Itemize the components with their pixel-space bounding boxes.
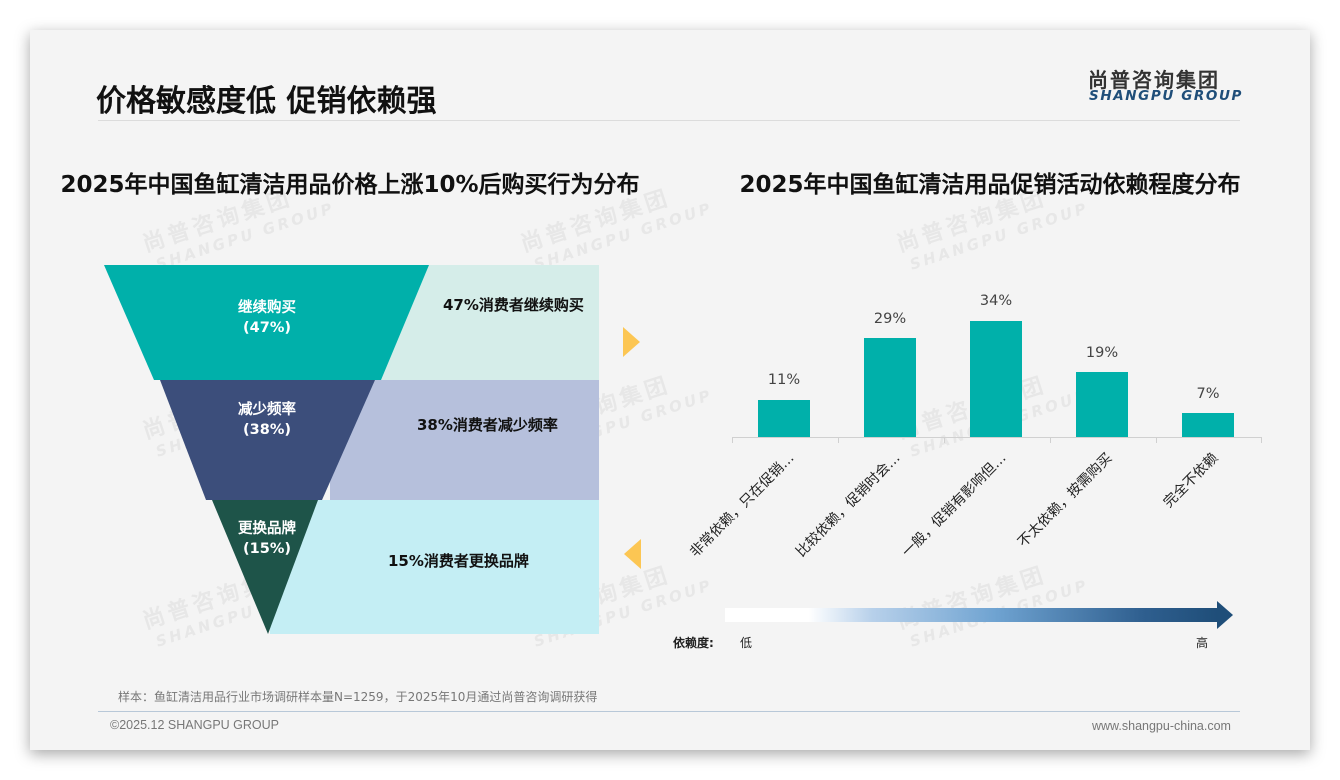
funnel-label-continue: 继续购买 (47%) <box>238 300 296 336</box>
axis-tick <box>732 437 733 443</box>
funnel-segment-reduce <box>160 380 375 500</box>
header-divider <box>98 120 1240 121</box>
bar-very-dependent <box>758 400 810 437</box>
axis-tick <box>1261 437 1262 443</box>
bar-x-axis <box>732 437 1262 438</box>
bar-category-label: 比较依赖，促销时会… <box>793 450 904 561</box>
header-band <box>30 30 1310 120</box>
funnel-label-reduce: 减少频率 (38%) <box>238 402 296 438</box>
axis-tick <box>1156 437 1157 443</box>
funnel-segment-switch <box>212 500 318 634</box>
bar-chart-title: 2025年中国鱼缸清洁用品促销活动依赖程度分布 <box>739 172 1241 198</box>
funnel-band-switch <box>270 500 599 634</box>
scale-low-label: 低 <box>740 636 753 650</box>
bar-category-label: 完全不依赖 <box>1160 450 1222 511</box>
bar-not-dependent <box>1182 413 1234 437</box>
bar-value-label: 19% <box>1085 345 1119 361</box>
bar-not-very-dependent <box>1076 372 1128 437</box>
footer-divider <box>98 711 1240 712</box>
sample-footnote: 样本：鱼缸清洁用品行业市场调研样本量N=1259，于2025年10月通过尚普咨询… <box>118 690 598 704</box>
funnel-chart <box>104 265 599 634</box>
funnel-chart-title: 2025年中国鱼缸清洁用品价格上涨10%后购买行为分布 <box>60 172 640 198</box>
axis-tick <box>838 437 839 443</box>
page-title: 价格敏感度低 促销依赖强 <box>96 84 437 119</box>
bar-category-label: 一般，促销有影响但… <box>899 450 1010 561</box>
website-link[interactable]: www.shangpu-china.com <box>1092 719 1231 733</box>
axis-tick <box>1050 437 1051 443</box>
funnel-segment-continue <box>104 265 429 380</box>
scale-high-label: 高 <box>1196 636 1209 650</box>
logo-cn: 尚普咨询集团 <box>1088 68 1220 92</box>
funnel-desc-continue: 47%消费者继续购买 <box>443 296 584 314</box>
bar-value-label: 7% <box>1196 386 1220 402</box>
funnel-label-switch: 更换品牌 (15%) <box>238 521 296 557</box>
scale-label: 依赖度: <box>673 636 714 650</box>
arrow-right-icon <box>1217 601 1233 629</box>
funnel-desc-reduce: 38%消费者减少频率 <box>417 416 558 434</box>
funnel-desc-switch: 15%消费者更换品牌 <box>388 552 529 570</box>
bar-category-label: 非常依赖，只在促销… <box>687 450 798 561</box>
triangle-right-icon <box>623 327 640 357</box>
bar-fairly-dependent <box>864 338 916 437</box>
bar-value-label: 34% <box>979 293 1013 309</box>
axis-tick <box>944 437 945 443</box>
slide: 尚普咨询集团 SHANGPU GROUP 尚普咨询集团 SHANGPU GROUP … <box>30 30 1310 750</box>
dependency-gradient-arrow <box>725 608 1217 622</box>
logo-en: SHANGPU GROUP <box>1089 88 1244 104</box>
bar-category-label: 不太依赖，按需购买 <box>1015 450 1116 551</box>
bar-value-label: 29% <box>873 311 907 327</box>
bar-value-label: 11% <box>767 372 801 388</box>
copyright: ©2025.12 SHANGPU GROUP <box>110 718 279 732</box>
funnel-band-reduce <box>330 380 599 500</box>
triangle-left-icon <box>624 539 641 569</box>
bar-neutral <box>970 321 1022 437</box>
